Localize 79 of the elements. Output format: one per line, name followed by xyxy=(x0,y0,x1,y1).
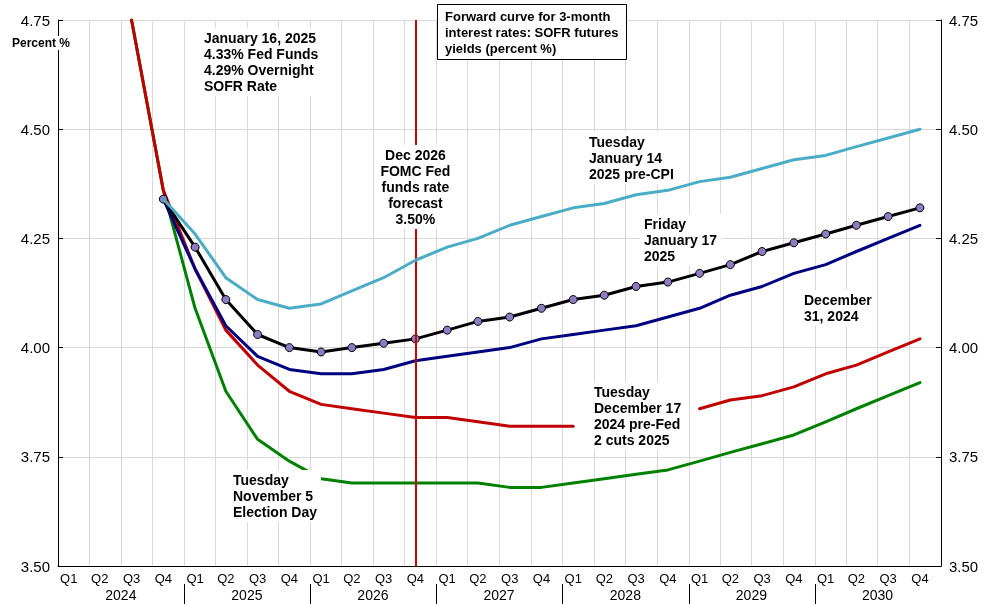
y2-tick-label: 4.25 xyxy=(949,229,979,247)
point xyxy=(536,303,546,313)
point xyxy=(821,229,831,239)
point xyxy=(316,347,326,357)
y2-tick-label: 3.75 xyxy=(949,448,979,466)
point xyxy=(599,290,609,300)
x2-tick-label: 2030 xyxy=(861,587,894,603)
y2-tick-label: 3.50 xyxy=(949,557,979,575)
x2-tick-label: 2028 xyxy=(609,587,642,603)
x-tick-label: Q4 xyxy=(911,571,929,586)
y2-tick-label: 4.00 xyxy=(949,339,979,357)
point xyxy=(379,338,389,348)
x-tick-label: Q4 xyxy=(280,571,299,586)
point xyxy=(347,343,357,353)
x-tick-label: Q2 xyxy=(469,571,487,586)
x-tick-label: Q2 xyxy=(343,571,361,586)
point xyxy=(221,295,231,305)
y-tick-label: 3.50 xyxy=(20,557,50,575)
y-axis-title: Percent % xyxy=(12,36,71,50)
series-label: Friday January 17 2025 xyxy=(644,216,718,264)
point xyxy=(883,212,893,222)
x2-tick-label: 2029 xyxy=(735,587,768,603)
x-tick-label: Q1 xyxy=(438,571,456,586)
point xyxy=(757,247,767,256)
point xyxy=(695,268,705,278)
x-tick-label: Q1 xyxy=(564,571,582,586)
series-label: Tuesday December 17 2024 pre-Fed 2 cuts 2025 xyxy=(594,384,682,448)
ref-line-label: Dec 2026 FOMC Fed funds rate forecast 3.50% xyxy=(380,147,451,227)
x-tick-label: Q3 xyxy=(879,571,897,586)
x2-tick-label: 2025 xyxy=(231,587,263,603)
x-tick-label: Q1 xyxy=(690,571,709,586)
point xyxy=(253,330,263,339)
x2-tick-label: 2024 xyxy=(105,587,137,603)
series-label: Tuesday November 5 Election Day xyxy=(233,472,318,520)
x-tick-label: Q3 xyxy=(248,571,267,586)
annotation: January 16, 2025 4.33% Fed Funds 4.29% Overnight SOFR Rate xyxy=(204,30,319,94)
point xyxy=(915,203,925,213)
x2-tick-label: 2026 xyxy=(357,587,389,603)
y2-tick-label: 4.75 xyxy=(949,11,979,29)
point xyxy=(473,316,483,326)
x-tick-label: Q3 xyxy=(501,571,519,586)
series-label: Tuesday January 14 2025 pre-CPI xyxy=(589,134,674,182)
x-tick-label: Q4 xyxy=(532,571,551,586)
point xyxy=(663,277,673,287)
x-tick-label: Q2 xyxy=(595,571,613,586)
chart-title: Forward curve for 3-month interest rates: SOFR futures yields (percent %) xyxy=(445,8,619,56)
point xyxy=(568,295,578,305)
x-tick-label: Q3 xyxy=(627,571,645,586)
x-tick-label: Q2 xyxy=(847,571,866,586)
point xyxy=(851,220,861,230)
y2-tick-label: 4.50 xyxy=(949,120,979,138)
x-tick-label: Q3 xyxy=(753,571,771,586)
point xyxy=(505,312,515,322)
point xyxy=(631,281,641,291)
point xyxy=(725,260,735,270)
x-tick-label: Q1 xyxy=(60,571,78,586)
x-tick-label: Q4 xyxy=(154,571,172,586)
series-label: December 31, 2024 xyxy=(804,292,873,324)
point xyxy=(442,325,452,335)
y-tick-label: 4.50 xyxy=(20,120,50,138)
x-tick-label: Q1 xyxy=(816,571,835,586)
x-tick-label: Q2 xyxy=(721,571,740,586)
x-tick-label: Q4 xyxy=(659,571,677,586)
x2-tick-label: 2027 xyxy=(483,587,515,603)
x-tick-label: Q1 xyxy=(312,571,330,586)
y-tick-label: 4.00 xyxy=(20,339,50,357)
x-tick-label: Q2 xyxy=(217,571,235,586)
point xyxy=(789,238,799,248)
y-tick-label: 4.75 xyxy=(20,11,50,29)
x-tick-label: Q2 xyxy=(91,571,109,586)
point xyxy=(190,242,200,252)
x-tick-label: Q4 xyxy=(406,571,425,586)
y-tick-label: 3.75 xyxy=(20,448,50,466)
point xyxy=(284,343,294,353)
x-tick-label: Q3 xyxy=(122,571,141,586)
x-tick-label: Q3 xyxy=(374,571,393,586)
x-tick-label: Q4 xyxy=(785,571,803,586)
x-tick-label: Q1 xyxy=(186,571,204,586)
y-tick-label: 4.25 xyxy=(20,229,50,247)
